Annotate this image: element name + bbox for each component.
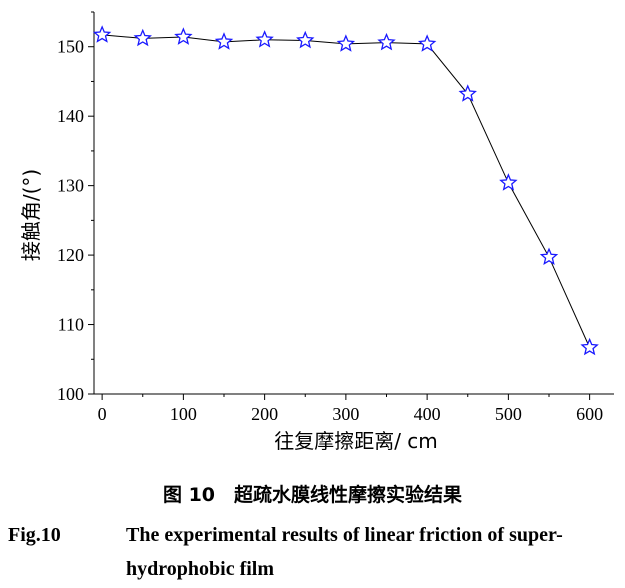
- figure-caption-english: Fig.10 The experimental results of linear…: [8, 518, 620, 586]
- x-tick-label: 500: [495, 404, 522, 424]
- star-marker: [499, 173, 518, 191]
- star-marker: [214, 32, 234, 50]
- y-tick-label: 110: [58, 315, 84, 335]
- star-marker: [174, 27, 193, 45]
- y-tick-label: 100: [57, 384, 84, 404]
- figure-caption-chinese: 图 10 超疏水膜线性摩擦实验结果: [162, 484, 463, 506]
- star-marker: [539, 247, 559, 266]
- x-tick-label: 0: [98, 404, 107, 424]
- x-tick-label: 600: [576, 404, 603, 424]
- series-line: [102, 34, 591, 348]
- chart-ticks: 0 100 200 300 400 500 600 100 110 120 130 140 150: [57, 11, 603, 424]
- x-tick-label: 300: [332, 404, 359, 424]
- figure-number: Fig.10: [8, 524, 61, 546]
- star-marker: [377, 32, 396, 51]
- star-marker: [417, 34, 437, 52]
- caption-line-2: hydrophobic film: [126, 558, 274, 580]
- star-marker: [92, 25, 112, 43]
- y-tick-label: 150: [57, 37, 84, 57]
- star-marker: [580, 337, 599, 356]
- caption-line-1: The experimental results of linear frict…: [126, 524, 563, 546]
- star-marker: [296, 30, 315, 49]
- contact-angle-chart: 0 100 200 300 400 500 600 100 110 120 130 140 150 往复…: [19, 11, 614, 453]
- star-marker: [458, 84, 477, 102]
- series-markers: [92, 25, 599, 356]
- star-marker: [336, 34, 356, 52]
- x-axis-label: 往复摩擦距离/ cm: [274, 429, 438, 453]
- chart-axes: [93, 12, 614, 395]
- y-tick-label: 120: [57, 245, 84, 265]
- star-marker: [255, 30, 274, 48]
- x-tick-label: 100: [170, 404, 197, 424]
- star-marker: [133, 28, 152, 47]
- x-tick-label: 200: [251, 404, 278, 424]
- y-tick-label: 140: [57, 106, 84, 126]
- x-tick-label: 400: [414, 404, 441, 424]
- y-tick-label: 130: [57, 176, 84, 196]
- y-axis-label: 接触角/(°): [19, 169, 43, 261]
- series-polyline: [102, 34, 591, 348]
